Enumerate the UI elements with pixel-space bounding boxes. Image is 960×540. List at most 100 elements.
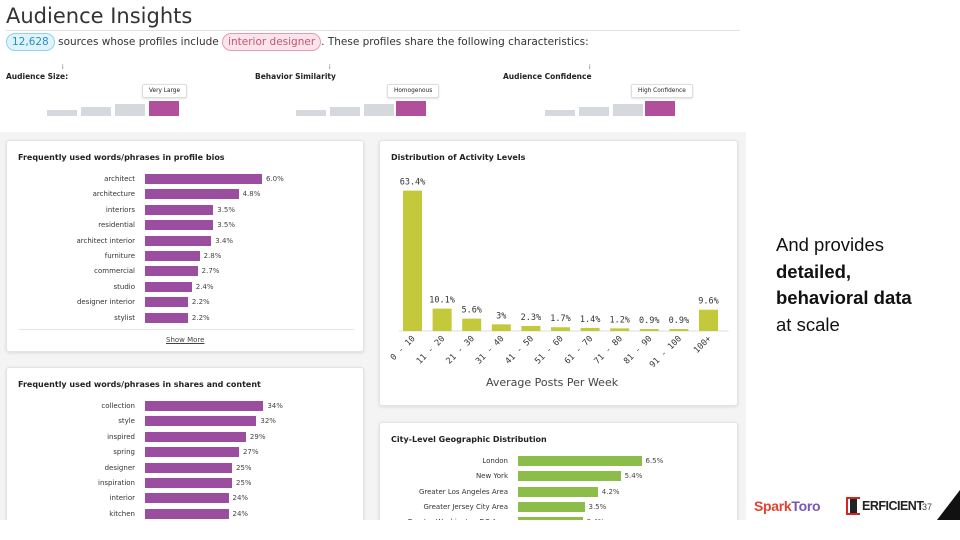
- bar-value-label: 5.4%: [624, 472, 643, 481]
- bar-value-label: 0.9%: [639, 316, 659, 326]
- bar-label: architect interior: [76, 236, 135, 245]
- bar-row: kitchen 24%: [7, 508, 347, 519]
- bar-label: Greater Jersey City Area: [423, 502, 508, 511]
- show-more-link[interactable]: Show More: [166, 336, 205, 344]
- bar: [145, 416, 257, 427]
- bar-value-label: 2.4%: [195, 282, 214, 291]
- bar: [145, 251, 200, 261]
- bar-value-label: 2.2%: [191, 313, 210, 322]
- bar-label: spring: [113, 448, 135, 457]
- info-icon[interactable]: i: [62, 64, 64, 71]
- activity-bar: [551, 327, 570, 331]
- summary-text-post: . These profiles share the following cha…: [321, 36, 589, 48]
- bar: [145, 189, 239, 200]
- bar: [145, 297, 188, 308]
- activity-bar: [610, 328, 630, 331]
- bar-value-label: 63.4%: [400, 178, 426, 188]
- bar: [518, 486, 598, 497]
- bar-row: designer 25%: [7, 462, 347, 473]
- bar: [145, 508, 229, 519]
- meter-label: Behavior Similarity: [255, 72, 336, 81]
- activity-bar: [403, 190, 422, 331]
- source-count-badge[interactable]: 12,628: [6, 33, 55, 51]
- caption-line: detailed,: [776, 260, 852, 282]
- card-title: City-Level Geographic Distribution: [391, 435, 547, 444]
- caption-line: And provides: [776, 234, 884, 255]
- meter-segment: [613, 104, 643, 116]
- bar-value-label: 6.0%: [266, 175, 284, 183]
- behavior-similarity-meter: Behavior Similarity i Homogenous: [255, 62, 495, 122]
- corner-decoration: [937, 490, 960, 520]
- bar-row: Greater Washington DC Area 3.4%: [380, 517, 720, 520]
- bar: [145, 281, 192, 292]
- activity-bar-chart: 63.4% 0 - 10 10.1% 11 - 20 5.6% 21 - 30 3% 31 -…: [389, 178, 729, 370]
- bar-label: designer: [104, 463, 135, 472]
- meter-label: Audience Size:: [6, 72, 69, 81]
- meter-value-tooltip: Homogenous: [387, 84, 440, 98]
- bar: [518, 471, 621, 482]
- meter-segment: [545, 110, 575, 116]
- bar-row: style 32%: [7, 416, 347, 427]
- bar-label: Greater Washington DC Area: [380, 517, 508, 520]
- audience-size-meter: Audience Size: i Very Large: [6, 62, 246, 122]
- chart-x-axis-label: Average Posts Per Week: [486, 376, 619, 389]
- perficient-mark-icon: [850, 499, 857, 513]
- x-tick-label: 100+: [692, 334, 714, 356]
- bar-row: studio 2.4%: [7, 281, 347, 292]
- activity-bar: [432, 308, 452, 331]
- keyword-badge[interactable]: interior designer: [222, 33, 322, 51]
- bar-row: stylist 2.2%: [7, 312, 347, 323]
- info-icon[interactable]: i: [589, 64, 591, 71]
- meter-segment-active: [645, 101, 675, 116]
- bar-value-label: 10.1%: [429, 296, 455, 306]
- x-tick-label: 41 - 50: [504, 334, 536, 366]
- x-tick-label: 21 - 30: [444, 334, 476, 366]
- bar-row: furniture 2.8%: [7, 251, 347, 261]
- bar-value-label: 5.6%: [461, 306, 481, 316]
- bar-label: architect: [104, 175, 135, 183]
- bar: [145, 312, 188, 323]
- bar-label: New York: [475, 472, 508, 481]
- bar-row: London 6.5%: [380, 456, 720, 466]
- bar-value-label: 1.7%: [550, 314, 570, 324]
- bar-value-label: 1.2%: [609, 315, 629, 325]
- x-tick-label: 61 - 70: [563, 334, 595, 366]
- card-divider: [18, 329, 354, 330]
- bar-value-label: 3%: [496, 311, 506, 321]
- meter-segment: [579, 107, 609, 116]
- meter-segment-active: [149, 101, 179, 116]
- x-tick-label: 51 - 60: [533, 334, 565, 366]
- bar-row: spring 27%: [7, 447, 347, 458]
- activity-bar: [639, 329, 659, 331]
- activity-bar: [669, 329, 689, 331]
- card-title: Frequently used words/phrases in profile…: [18, 153, 225, 162]
- bar-value-label: 1.4%: [580, 315, 600, 325]
- meter-segment: [296, 110, 326, 116]
- activity-bar: [491, 324, 511, 331]
- meter-segment: [115, 104, 145, 116]
- bar-value-label: 3.5%: [217, 205, 236, 214]
- bar-row: collection 34%: [7, 401, 347, 411]
- shares-card: Frequently used words/phrases in shares …: [6, 367, 364, 520]
- bar: [145, 478, 232, 488]
- logo-text: ERFICIENT: [862, 499, 924, 513]
- bar-value-label: 0.9%: [669, 316, 689, 326]
- bar: [145, 174, 262, 184]
- bar-value-label: 2.2%: [191, 298, 210, 307]
- bar-value-label: 9.6%: [698, 297, 718, 307]
- city-card: City-Level Geographic Distribution Londo…: [379, 422, 738, 520]
- x-tick-label: 0 - 10: [389, 334, 418, 363]
- bar-value-label: 32%: [260, 417, 276, 426]
- meter-segment: [330, 107, 360, 116]
- bar-label: residential: [98, 221, 135, 230]
- meter-label: Audience Confidence: [503, 72, 592, 81]
- bar-value-label: 2.7%: [201, 267, 220, 276]
- bar-value-label: 27%: [242, 448, 259, 457]
- info-icon[interactable]: i: [329, 64, 331, 71]
- bar-value-label: 29%: [249, 432, 266, 441]
- bar-label: kitchen: [109, 509, 135, 518]
- bar-row: residential 3.5%: [7, 220, 347, 231]
- x-tick-label: 71 - 80: [592, 334, 624, 366]
- x-tick-label: 91 - 100: [648, 334, 684, 370]
- bar-value-label: 24%: [232, 509, 249, 518]
